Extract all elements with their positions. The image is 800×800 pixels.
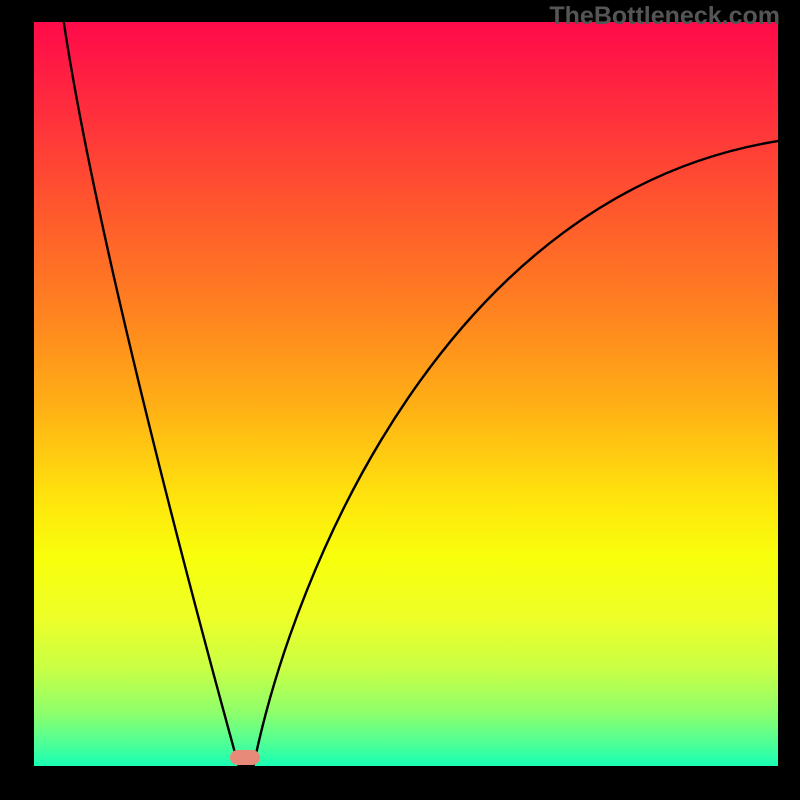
bottleneck-curve bbox=[34, 22, 778, 766]
plot-area bbox=[34, 22, 778, 766]
optimum-marker bbox=[230, 750, 260, 765]
watermark-text: TheBottleneck.com bbox=[549, 2, 780, 31]
